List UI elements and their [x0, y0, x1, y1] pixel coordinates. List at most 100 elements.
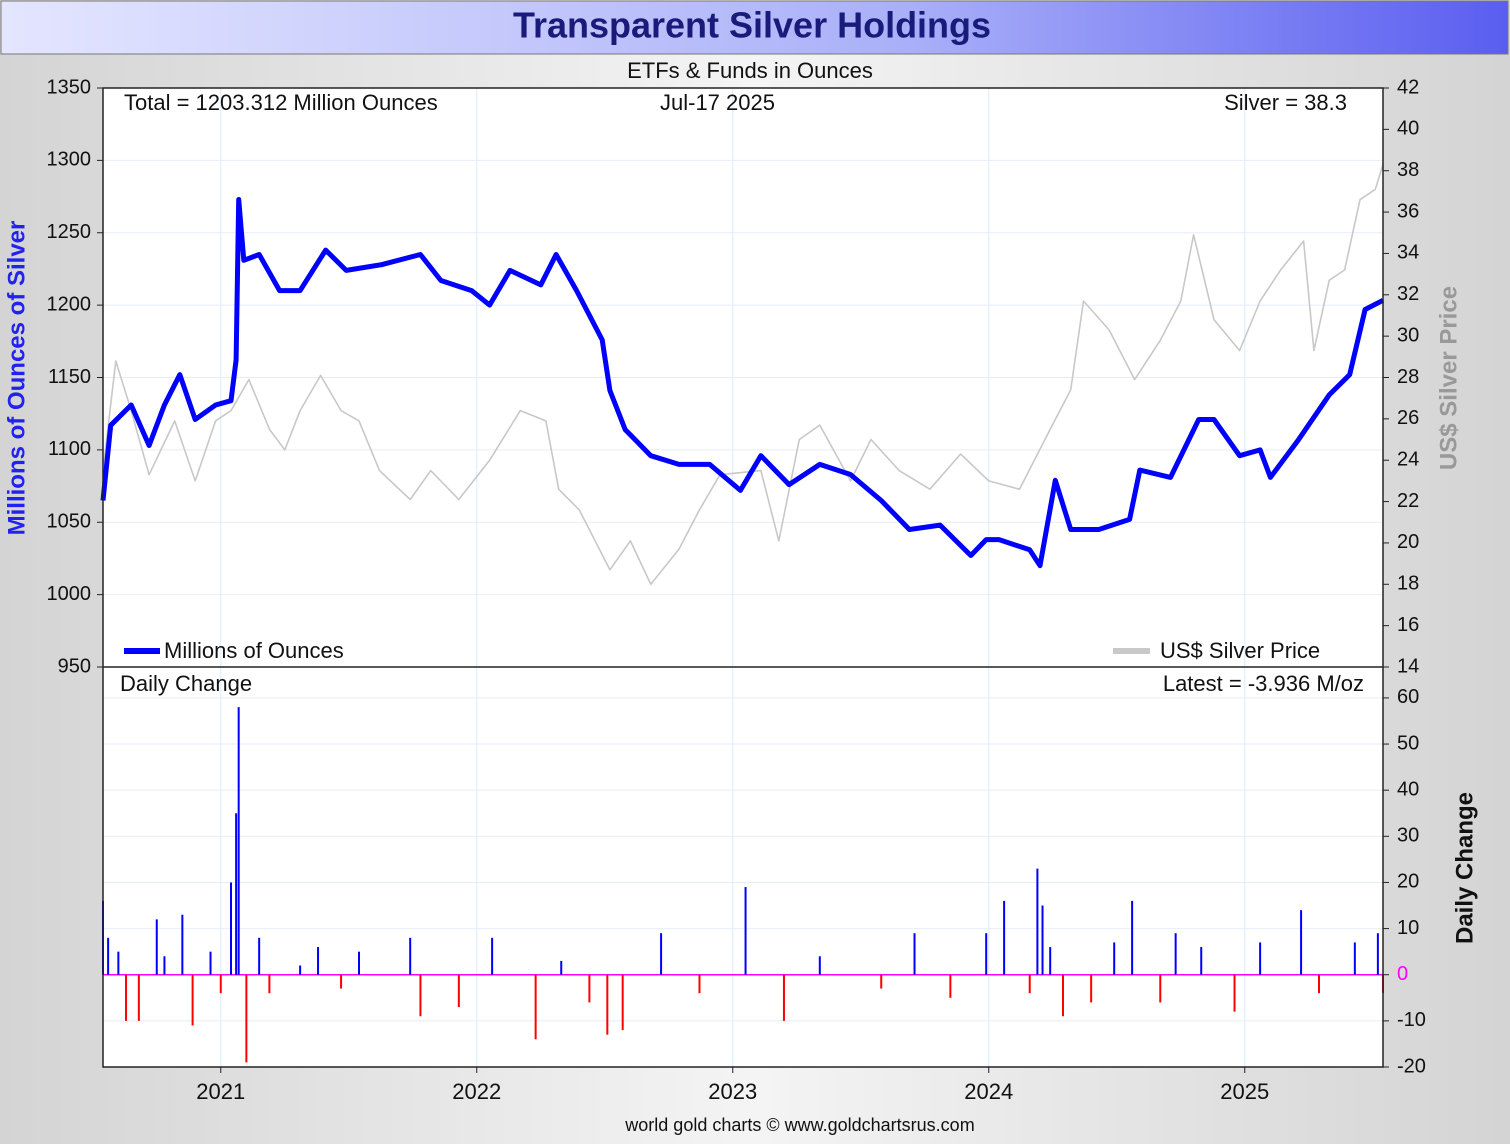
bar: [621, 974, 624, 1031]
bar: [1090, 974, 1093, 1003]
bar: [163, 956, 166, 975]
bar: [1200, 947, 1203, 975]
bar: [949, 974, 952, 998]
x-tick-label: 2024: [964, 1079, 1013, 1104]
title-bar: [0, 0, 1509, 55]
plot-frame: [102, 87, 1384, 1068]
y2-tick-label: 42: [1397, 76, 1419, 98]
line: [100, 197, 1385, 569]
y2-tick-label: 34: [1397, 242, 1419, 264]
bar: [1233, 974, 1236, 1012]
y-tick-label: 1000: [47, 583, 92, 605]
bar: [491, 937, 494, 975]
source: world gold charts © www.goldchartsrus.co…: [624, 1115, 974, 1135]
bar: [1300, 910, 1303, 975]
bar: [1174, 933, 1177, 975]
bar: [782, 974, 785, 1021]
bar: [1036, 868, 1039, 975]
bar: [268, 974, 271, 994]
bar: [235, 813, 238, 975]
bar: [1353, 942, 1356, 975]
panel-title: Daily Change: [120, 671, 252, 696]
bar: [744, 887, 747, 975]
bar: [191, 974, 194, 1026]
bar: [137, 974, 140, 1021]
bar: [880, 974, 883, 989]
chart-title: Transparent Silver Holdings: [513, 5, 991, 46]
bar: [1049, 947, 1052, 975]
bar: [560, 960, 563, 975]
y-tick-label: 50: [1397, 732, 1419, 754]
y-tick-label: 60: [1397, 686, 1419, 708]
bar: [1113, 942, 1116, 975]
bar: [1028, 974, 1031, 994]
y2-tick-label: 32: [1397, 283, 1419, 305]
y-tick-label: 30: [1397, 825, 1419, 847]
bar: [107, 937, 110, 975]
bar: [245, 974, 248, 1063]
y-tick-label: 950: [58, 655, 91, 677]
bar: [209, 951, 212, 975]
bar: [1041, 905, 1044, 975]
y-tick-label: 1200: [47, 293, 92, 315]
bar: [1131, 900, 1134, 975]
bar: [1159, 974, 1162, 1003]
bar: [1259, 942, 1262, 975]
subtitle: ETFs & Funds in Ounces: [627, 58, 873, 83]
y2-tick-label: 24: [1397, 448, 1419, 470]
y2-tick-label: 16: [1397, 614, 1419, 636]
bar: [340, 974, 343, 989]
annotation: Silver = 38.3: [1224, 90, 1347, 115]
y-tick-label: -20: [1397, 1055, 1426, 1077]
bar: [606, 974, 609, 1035]
bar: [818, 956, 821, 975]
y-axis-title: Millions of Ounces of Silver: [3, 221, 30, 536]
legend-label: US$ Silver Price: [1160, 638, 1320, 663]
bar: [155, 919, 158, 975]
y-tick-label: 0: [1397, 963, 1408, 985]
y2-tick-label: 30: [1397, 324, 1419, 346]
line: [102, 164, 1384, 586]
x-tick-label: 2022: [452, 1079, 501, 1104]
bar: [913, 933, 916, 975]
y-tick-label: 1100: [48, 438, 91, 460]
y2-tick-label: 14: [1397, 655, 1419, 677]
bar: [419, 974, 422, 1017]
y2-tick-label: 18: [1397, 573, 1419, 595]
annotation: Total = 1203.312 Million Ounces: [124, 90, 438, 115]
legend-label: Millions of Ounces: [164, 638, 344, 663]
y2-axis-title: US$ Silver Price: [1435, 286, 1462, 470]
bar: [698, 974, 701, 994]
bar: [985, 933, 988, 975]
y-tick-label: 1050: [47, 511, 92, 533]
y-tick-label: 1300: [47, 149, 92, 171]
bar: [258, 937, 261, 975]
y-tick-label: 1250: [47, 221, 92, 243]
bar: [299, 965, 302, 975]
bar: [534, 974, 537, 1040]
bar: [219, 974, 222, 994]
x-tick-label: 2023: [708, 1079, 757, 1104]
y-tick-label: -10: [1397, 1009, 1426, 1031]
bar: [409, 937, 412, 975]
bar: [237, 707, 240, 975]
bar: [125, 974, 128, 1021]
bar: [1062, 974, 1064, 1017]
y2-axis-title: Daily Change: [1451, 792, 1478, 944]
y2-tick-label: 36: [1397, 200, 1419, 222]
plot-area: [103, 88, 1383, 1067]
bar: [588, 974, 591, 1003]
bar: [230, 882, 232, 975]
y-tick-label: 1150: [48, 366, 91, 388]
y-tick-label: 20: [1397, 871, 1419, 893]
annotation: Jul-17 2025: [660, 90, 775, 115]
bar: [457, 974, 460, 1008]
bar: [181, 914, 184, 975]
bar: [317, 947, 320, 975]
bar: [358, 951, 360, 975]
x-tick-label: 2025: [1220, 1079, 1269, 1104]
bar: [117, 951, 120, 975]
bar: [660, 933, 663, 975]
y2-tick-label: 20: [1397, 531, 1419, 553]
